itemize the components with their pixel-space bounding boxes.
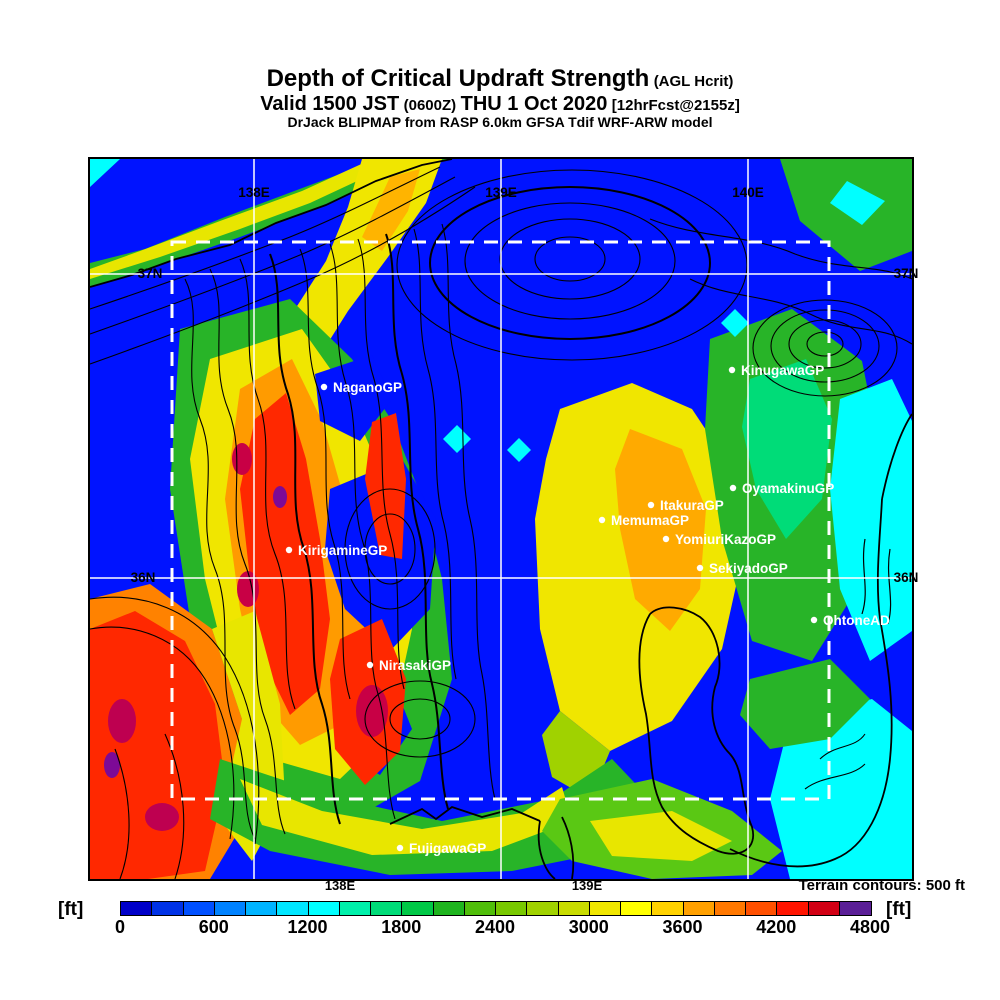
station-label: YomiuriKazoGP [675, 532, 776, 547]
colorbar-tick-label: 3600 [662, 917, 703, 937]
station-label: NirasakiGP [379, 658, 451, 673]
colorbar-segment [402, 902, 434, 915]
colorbar-segment [808, 902, 840, 915]
colorbar-segment [621, 902, 653, 915]
station-label: ItakuraGP [660, 498, 724, 513]
station-marker [647, 501, 655, 509]
colorbar-segment [464, 902, 496, 915]
lat-label-left: 36N [131, 570, 156, 585]
colorbar-segment [214, 902, 246, 915]
colorbar-segment [527, 902, 559, 915]
lat-label-right: 37N [894, 266, 919, 281]
station: ItakuraGP [647, 498, 724, 513]
station: YomiuriKazoGP [662, 532, 776, 547]
lat-label-right: 36N [894, 570, 919, 585]
colorbar-segment [777, 902, 809, 915]
colorbar-segment [183, 902, 215, 915]
colorbar-tick-label: 1800 [381, 917, 422, 937]
title-suffix: (AGL Hcrit) [653, 73, 734, 90]
station: FujigawaGP [396, 841, 486, 856]
station-marker [662, 535, 670, 543]
station: NaganoGP [320, 380, 402, 395]
station-label: KirigamineGP [298, 543, 387, 558]
colorbar-unit-right: [ft] [886, 899, 912, 920]
station-label: KinugawaGP [741, 363, 824, 378]
station: KinugawaGP [728, 363, 824, 378]
colorbar-segment [246, 902, 278, 915]
lon-label-top: 138E [238, 185, 270, 200]
lat-label-left: 37N [138, 266, 163, 281]
lon-label-bottom: 138E [324, 878, 356, 893]
station: KirigamineGP [285, 543, 387, 558]
model-domain-box [170, 240, 831, 801]
station-marker [728, 366, 736, 374]
colorbar-segment [652, 902, 684, 915]
colorbar-segment [589, 902, 621, 915]
station-marker [598, 516, 606, 524]
colorbar-segment [308, 902, 340, 915]
valid-line: Valid 1500 JST (0600Z) THU 1 Oct 2020 [1… [260, 92, 740, 115]
station: SekiyadoGP [696, 561, 788, 576]
colorbar-segment [496, 902, 528, 915]
colorbar-segment [371, 902, 403, 915]
title-main: Depth of Critical Updraft Strength [266, 65, 650, 92]
lon-label-bottom: 139E [571, 878, 603, 893]
colorbar-unit-left: [ft] [58, 899, 84, 920]
station-label: NaganoGP [333, 380, 402, 395]
colorbar-segment [714, 902, 746, 915]
colorbar-segment [339, 902, 371, 915]
colorbar-segment [433, 902, 465, 915]
colorbar-tick-label: 4200 [756, 917, 797, 937]
coastline-layer [89, 158, 913, 880]
station-marker [696, 564, 704, 572]
colorbar-segment [558, 902, 590, 915]
map-labels-layer: 138E 139E 140E 37N 37N 36N 36N [131, 185, 919, 585]
lon-label-top: 139E [485, 185, 517, 200]
stations-layer: NaganoGP KinugawaGP OyamakinuGP ItakuraGPMe… [285, 363, 890, 856]
colorbar [120, 901, 872, 916]
station-marker [285, 546, 293, 554]
station-label: OhtoneAD [823, 613, 890, 628]
colorbar-segment [152, 902, 184, 915]
model-line: DrJack BLIPMAP from RASP 6.0km GFSA Tdif… [287, 114, 713, 131]
terrain-contours-note: Terrain contours: 500 ft [798, 877, 965, 894]
station-label: SekiyadoGP [709, 561, 788, 576]
colorbar-segment [121, 902, 153, 915]
colorbar-segment [746, 902, 778, 915]
station-marker [320, 383, 328, 391]
page-title: Depth of Critical Updraft Strength (AGL … [0, 65, 1000, 93]
station-marker [729, 484, 737, 492]
station: MemumaGP [598, 513, 689, 528]
colorbar-segment [277, 902, 309, 915]
colorbar-tick-label: 3000 [568, 917, 609, 937]
colorbar-segment [683, 902, 715, 915]
grid-layer [90, 159, 912, 879]
station-label: OyamakinuGP [742, 481, 834, 496]
lon-label-top: 140E [732, 185, 764, 200]
station: NirasakiGP [366, 658, 451, 673]
station-marker [396, 844, 404, 852]
colorbar-tick-label: 2400 [474, 917, 516, 937]
colorbar-tick-label: 0 [114, 917, 126, 937]
station-label: FujigawaGP [409, 841, 486, 856]
station-marker [810, 616, 818, 624]
header: Depth of Critical Updraft Strength (AGL … [0, 65, 1000, 131]
station-label: MemumaGP [611, 513, 689, 528]
map-canvas: 138E 139E 140E 37N 37N 36N 36N NaganoGP Kinugaw… [88, 157, 918, 881]
station-marker [366, 661, 374, 669]
colorbar-segment [839, 902, 871, 915]
station: OyamakinuGP [729, 481, 834, 496]
colorbar-tick-label: 4800 [849, 917, 891, 937]
colorbar-tick-label: 1200 [287, 917, 328, 937]
map-svg: 138E 139E 140E 37N 37N 36N 36N NaganoGP Kinugaw… [89, 158, 918, 880]
colorbar-tick-label: 600 [198, 917, 229, 937]
contour-lines-layer [89, 166, 913, 880]
station: OhtoneAD [810, 613, 890, 628]
